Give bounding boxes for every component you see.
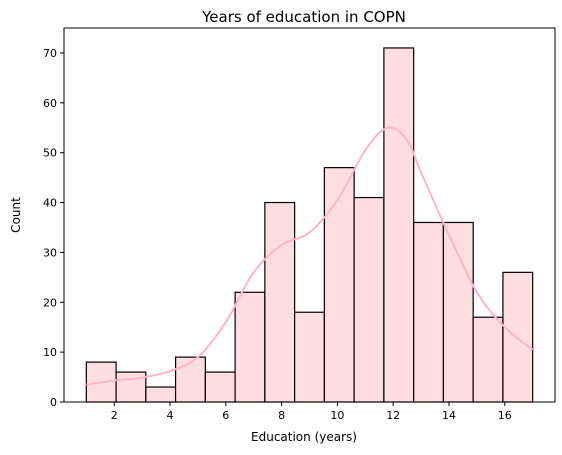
y-tick-label: 50 [43,147,57,160]
kde-curve [86,126,534,386]
chart-title: Years of education in COPN [201,8,406,26]
histogram-bar [353,196,385,403]
histogram-bar [294,311,325,403]
y-tick-label: 30 [43,246,57,259]
bars-group [85,47,534,403]
y-tick-label: 10 [43,346,57,359]
histogram-bar [383,47,415,403]
x-tick-label: 10 [330,409,344,422]
x-tick-label: 4 [167,409,174,422]
histogram-bar [174,356,206,403]
x-axis-label: Education (years) [251,430,357,444]
histogram-bar [204,371,236,403]
x-tick-label: 8 [278,409,285,422]
x-axis-ticks: 2 4 6 8 10 12 14 16 [111,402,512,422]
plot-area-frame [63,27,556,403]
x-tick-label: 14 [442,409,456,422]
y-tick-label: 40 [43,197,57,210]
histogram-bar [413,221,445,403]
histogram-bar [115,371,147,403]
histogram-bar [145,386,177,403]
y-tick-label: 20 [43,296,57,309]
y-tick-label: 60 [43,97,57,110]
y-tick-label: 0 [50,396,57,409]
x-tick-label: 2 [111,409,118,422]
histogram-bar [234,291,266,403]
x-tick-label: 6 [222,409,229,422]
y-axis-label: Count [9,197,23,233]
histogram-bar [472,316,504,403]
x-tick-label: 12 [386,409,400,422]
histogram-bar [442,221,474,403]
histogram-bar [502,271,534,403]
histogram-bar [264,201,296,403]
x-tick-label: 16 [498,409,512,422]
y-tick-label: 70 [43,47,57,60]
y-axis-ticks: 0 10 20 30 40 50 60 70 [43,47,64,409]
histogram-bar [323,167,355,403]
